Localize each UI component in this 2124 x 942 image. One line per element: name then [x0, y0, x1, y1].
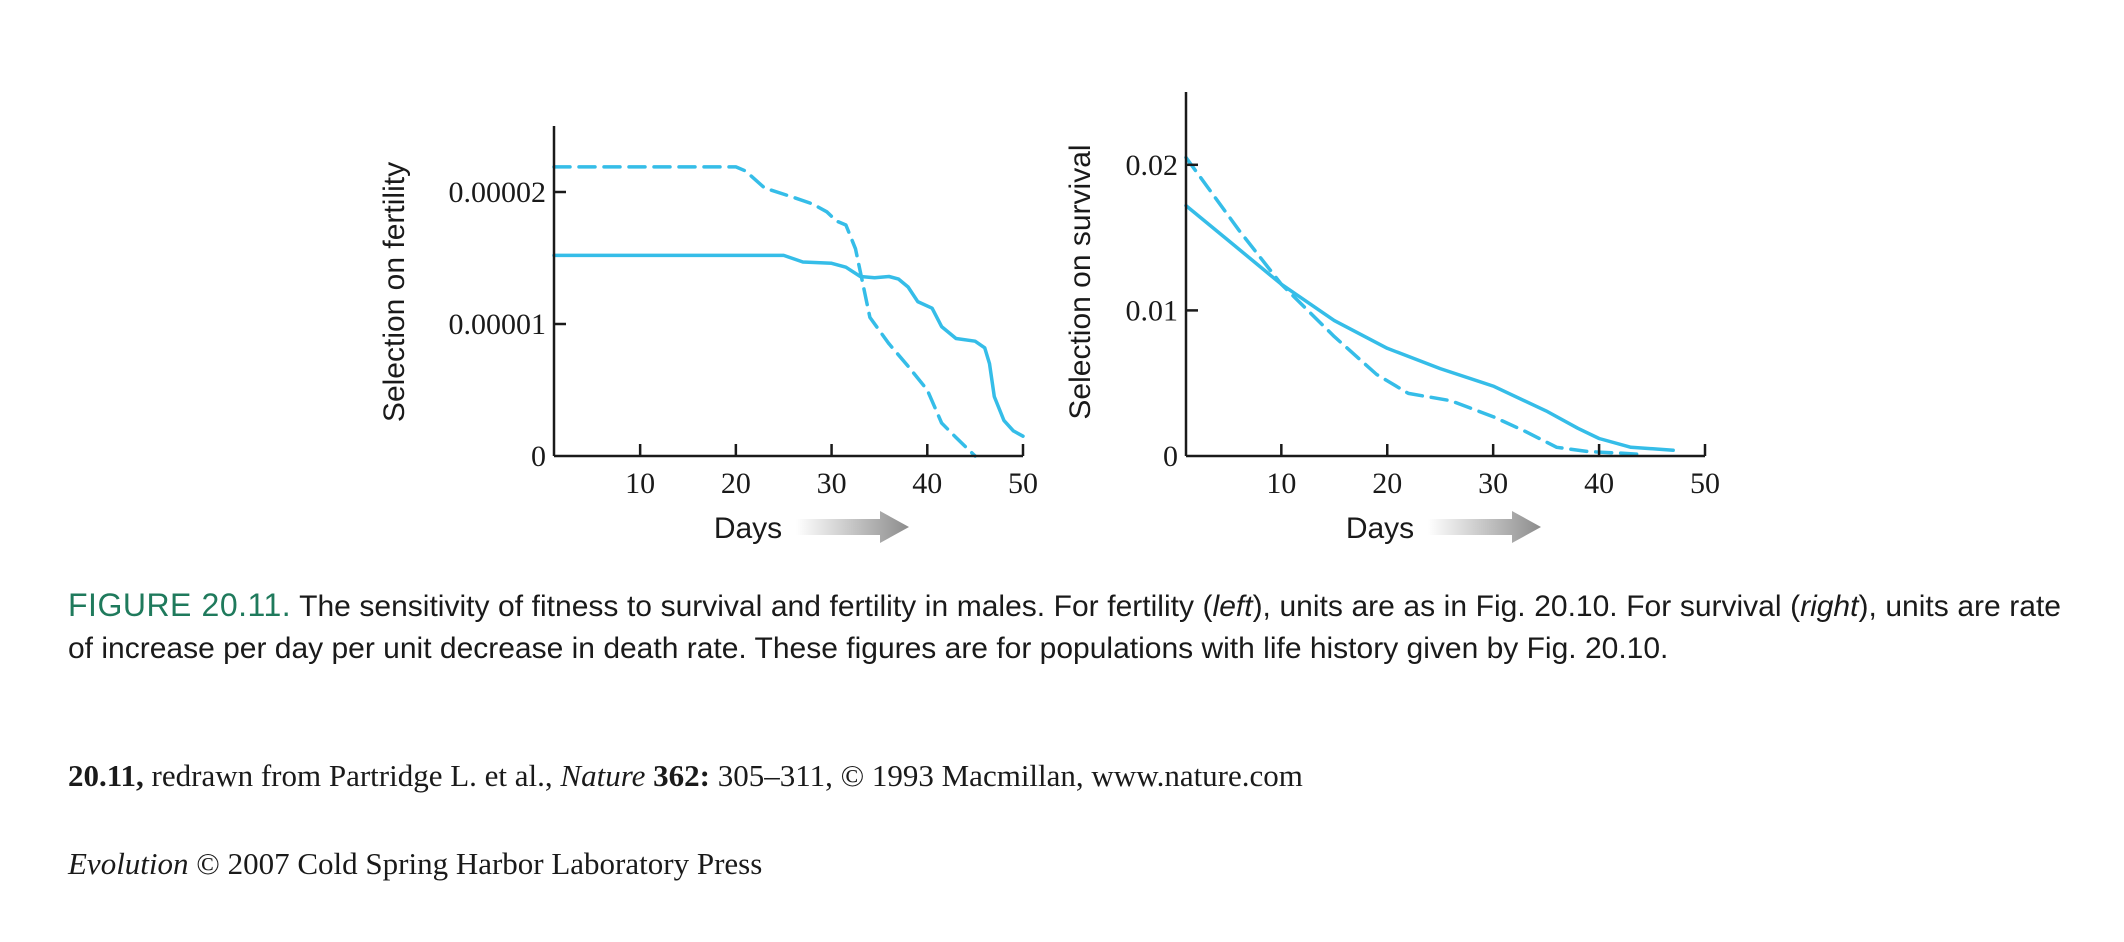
- caption-right-word: right: [1800, 590, 1859, 623]
- fertility-series-solid-line: [552, 253, 1025, 438]
- fertility-x-tick-label: 30: [817, 467, 847, 500]
- credit-text-2: 305–311, © 1993 Macmillan, www.nature.co…: [709, 758, 1303, 793]
- fertility-days-arrow: [796, 511, 909, 543]
- caption-text-3: ), units are rate of increase per day pe…: [68, 590, 2061, 665]
- survival-series-group: [1184, 155, 1675, 457]
- caption-left-word: left: [1212, 590, 1253, 623]
- fertility-x-axis-title: Days: [714, 512, 782, 545]
- fertility-y-tick-label: 0: [531, 440, 546, 473]
- fertility-ticks: 10 20 30 40 50 0 0.00001 0.00002: [449, 176, 1039, 500]
- fertility-y-tick-label: 0.00002: [449, 176, 547, 209]
- survival-series-solid-line: [1184, 203, 1675, 452]
- survival-x-tick-label: 40: [1584, 467, 1614, 500]
- fertility-y-tick-label: 0.00001: [449, 308, 547, 341]
- fertility-x-tick-label: 10: [625, 467, 655, 500]
- book-copyright: Evolution © 2007 Cold Spring Harbor Labo…: [68, 846, 762, 882]
- figure-label: FIGURE 20.11.: [68, 587, 292, 623]
- survival-y-tick-label: 0: [1163, 440, 1178, 473]
- fertility-chart: 10 20 30 40 50 0 0.00001 0.00002 Selection on f…: [378, 126, 1038, 545]
- survival-x-tick-label: 10: [1266, 467, 1296, 500]
- survival-x-tick-label: 50: [1690, 467, 1720, 500]
- copyright-text: © 2007 Cold Spring Harbor Laboratory Pre…: [188, 846, 763, 881]
- copyright-book: Evolution: [68, 846, 189, 881]
- fertility-x-tick-label: 40: [912, 467, 942, 500]
- figure-charts: 10 20 30 40 50 0 0.00001 0.00002 Selection on f…: [378, 92, 1720, 545]
- credit-volume: 362:: [645, 758, 710, 793]
- credit-ref: 20.11,: [68, 758, 144, 793]
- fertility-series-group: [552, 165, 1025, 458]
- figure-caption: FIGURE 20.11. The sensitivity of fitness …: [68, 584, 2061, 670]
- survival-y-axis-title: Selection on survival: [1064, 144, 1097, 419]
- survival-chart: 10 20 30 40 50 0 0.01 0.02 Selection on surviva…: [1064, 92, 1720, 545]
- caption-text-2: ), units are as in Fig. 20.10. For survi…: [1252, 590, 1801, 623]
- survival-ticks: 10 20 30 40 50 0 0.01 0.02: [1126, 149, 1721, 500]
- survival-y-tick-label: 0.01: [1126, 294, 1179, 327]
- fertility-x-tick-label: 20: [721, 467, 751, 500]
- survival-series-dashed-line: [1184, 155, 1644, 457]
- fertility-x-tick-label: 50: [1008, 467, 1038, 500]
- survival-x-tick-label: 30: [1478, 467, 1508, 500]
- credit-journal: Nature: [560, 758, 646, 793]
- survival-x-tick-label: 20: [1372, 467, 1402, 500]
- credit-text-1: redrawn from Partridge L. et al.,: [143, 758, 561, 793]
- caption-text-1: The sensitivity of fitness to survival a…: [299, 590, 1213, 623]
- fertility-y-axis-title: Selection on fertility: [378, 162, 411, 422]
- survival-x-axis-title: Days: [1346, 512, 1414, 545]
- source-credit: 20.11, redrawn from Partridge L. et al.,…: [68, 758, 1303, 794]
- survival-y-tick-label: 0.02: [1126, 149, 1179, 182]
- survival-days-arrow: [1428, 511, 1541, 543]
- fertility-series-dashed-line: [552, 165, 977, 458]
